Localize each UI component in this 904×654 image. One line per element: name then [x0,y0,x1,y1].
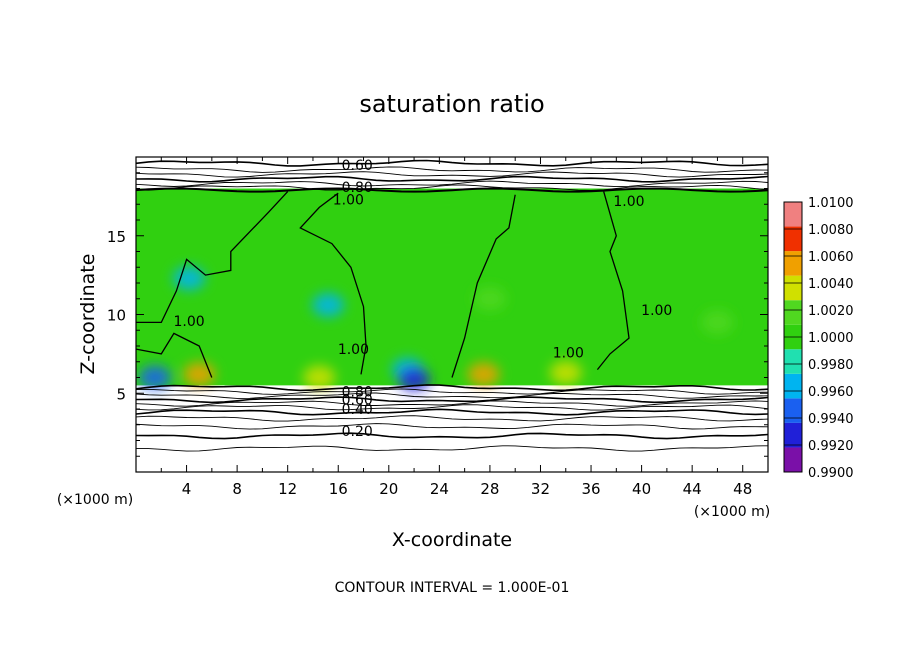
y-tick-label: 5 [116,385,126,403]
anomaly-blob [473,286,506,311]
colorbar-swatch [784,422,802,448]
contour-interval-note: CONTOUR INTERVAL = 1.000E-01 [335,580,570,596]
colorbar-swatch [784,226,802,252]
y-axis-label: Z-coordinate [77,254,99,375]
colorbar-swatch [784,349,802,374]
anomaly-blob [701,310,734,335]
contour-line [136,400,768,407]
colorbar-swatch [784,447,802,472]
x-unit-label-left: (×1000 m) [57,492,133,508]
anomaly-blob [467,362,500,387]
colorbar-swatch [784,300,802,325]
contour-line [136,392,768,399]
x-axis-label: X-coordinate [392,529,512,551]
anomaly-blob [312,293,345,318]
contour-line-1.00 [299,192,367,375]
colorbar-swatch [784,398,802,423]
x-tick-label: 44 [683,480,702,498]
x-tick-label: 8 [232,480,242,498]
colorbar-label: 0.9900 [808,466,854,481]
x-tick-label: 12 [278,480,297,498]
field-layer [136,188,768,386]
contour-line [136,415,768,422]
contour-label: 0.80 [342,385,373,401]
colorbar-swatch [784,202,802,227]
contour-label: 0.60 [342,158,373,174]
y-axis-ticks: 5 10 15 [107,156,768,473]
colorbar-swatch [784,275,802,301]
contour-line [136,184,768,191]
x-axis-ticks: 4 8 12 16 20 24 28 32 36 40 44 48 [135,157,769,498]
contour-label: 1.00 [641,303,672,319]
contour-line-1.00 [136,191,289,324]
anomaly-blob [303,365,336,390]
contour-label: 1.00 [333,193,364,209]
chart-title: saturation ratio [359,90,544,118]
contour-line [136,423,768,430]
contour-line [136,384,768,392]
x-tick-label: 4 [182,480,192,498]
x-unit-label-right: (×1000 m) [694,504,770,520]
contour-line-1.00 [136,332,213,378]
colorbar-label: 0.9980 [808,358,854,373]
x-tick-label: 36 [581,480,600,498]
contour-line [136,445,768,452]
contour-label: 0.40 [342,402,373,418]
colorbar-label: 1.0080 [808,223,854,238]
contour-line [136,408,768,416]
anomaly-blob [183,362,216,387]
x-tick-label: 20 [379,480,398,498]
colorbar-swatch [784,373,802,399]
colorbar-swatch [784,251,802,276]
colorbar-label: 1.0000 [808,331,854,346]
colorbar-label: 1.0040 [808,277,854,292]
anomaly-layer [138,266,734,392]
contour-line [136,180,768,188]
contour-line [136,166,768,173]
contour-line [136,388,768,395]
x-tick-label: 48 [733,480,752,498]
x-tick-label: 40 [632,480,651,498]
contour-line [136,396,768,404]
colorbar: 1.0100 1.0080 1.0060 1.0040 1.0020 1.0000 0.99… [783,196,854,481]
contour-line-1.00-top [136,187,768,193]
y-tick-label: 10 [107,307,126,325]
contour-line [136,432,768,440]
anomaly-blob [138,365,171,390]
contour-label: 1.00 [338,342,369,358]
x-tick-label: 16 [329,480,348,498]
x-tick-label: 24 [430,480,449,498]
contour-line [136,159,768,167]
anomaly-blob [173,266,206,291]
contour-label: 0.60 [342,393,373,409]
colorbar-label: 1.0060 [808,250,854,265]
colorbar-label: 1.0100 [808,196,854,211]
contour-label: 1.00 [613,194,644,210]
plot-area: 0.600.801.00 1.001.001.001.00 1.000.800.60… [107,156,769,498]
colorbar-label: 0.9920 [808,439,854,454]
contour-label: 0.20 [342,424,373,440]
contour-layer [136,159,768,452]
contour-label: 1.00 [553,345,584,361]
contour-label: 1.00 [174,314,205,330]
contour-line-1.00 [596,191,630,371]
colorbar-label: 0.9960 [808,385,854,400]
contour-label-layer: 0.600.801.00 1.001.001.001.00 1.000.800.60… [174,158,673,440]
y-tick-label: 15 [107,228,126,246]
x-tick-label: 32 [531,480,550,498]
contour-line [136,404,768,411]
contour-line-1.00 [451,194,516,378]
contour-label: 0.80 [342,180,373,196]
colorbar-label: 0.9940 [808,412,854,427]
field-region [136,188,768,386]
contour-line [136,171,768,178]
x-tick-label: 28 [480,480,499,498]
anomaly-blob [549,360,582,385]
colorbar-label: 1.0020 [808,304,854,319]
contour-line [136,175,768,183]
